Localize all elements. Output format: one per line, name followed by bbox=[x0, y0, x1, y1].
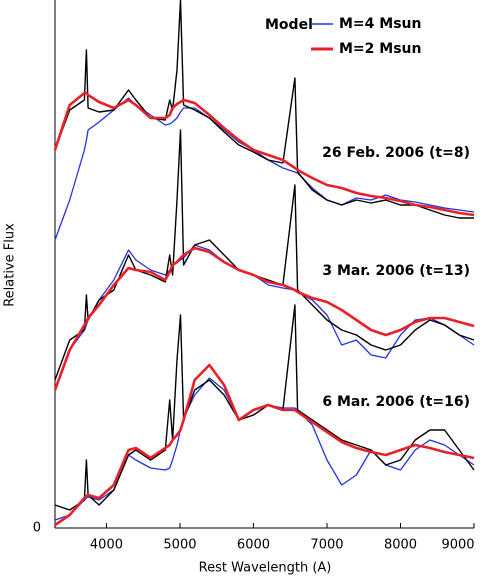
legend-label: M=2 Msun bbox=[339, 41, 421, 57]
observed-line bbox=[54, 0, 474, 219]
epoch-label: 6 Mar. 2006 (t=16) bbox=[322, 394, 470, 410]
observed-line bbox=[54, 129, 475, 381]
legend-title: Model bbox=[265, 17, 313, 33]
x-tick-label: 9000 bbox=[441, 538, 474, 553]
x-tick-label: 8000 bbox=[384, 538, 417, 553]
x-tick-label: 4000 bbox=[90, 538, 123, 553]
x-tick-label: 7000 bbox=[310, 538, 343, 553]
x-tick-label: 6000 bbox=[237, 538, 270, 553]
model-line bbox=[53, 91, 475, 217]
x-axis-label: Rest Wavelength (A) bbox=[199, 561, 332, 576]
y-axis-label: Relative Flux bbox=[3, 223, 18, 307]
y-tick-label: 0 bbox=[33, 521, 41, 536]
model-line bbox=[54, 363, 475, 527]
model-line bbox=[53, 246, 475, 391]
epoch-label: 26 Feb. 2006 (t=8) bbox=[322, 145, 470, 161]
observed-line bbox=[54, 304, 475, 511]
epoch-label: 3 Mar. 2006 (t=13) bbox=[322, 263, 470, 279]
legend-label: M=4 Msun bbox=[339, 16, 421, 32]
x-tick-label: 5000 bbox=[163, 538, 196, 553]
model-line bbox=[54, 97, 475, 241]
